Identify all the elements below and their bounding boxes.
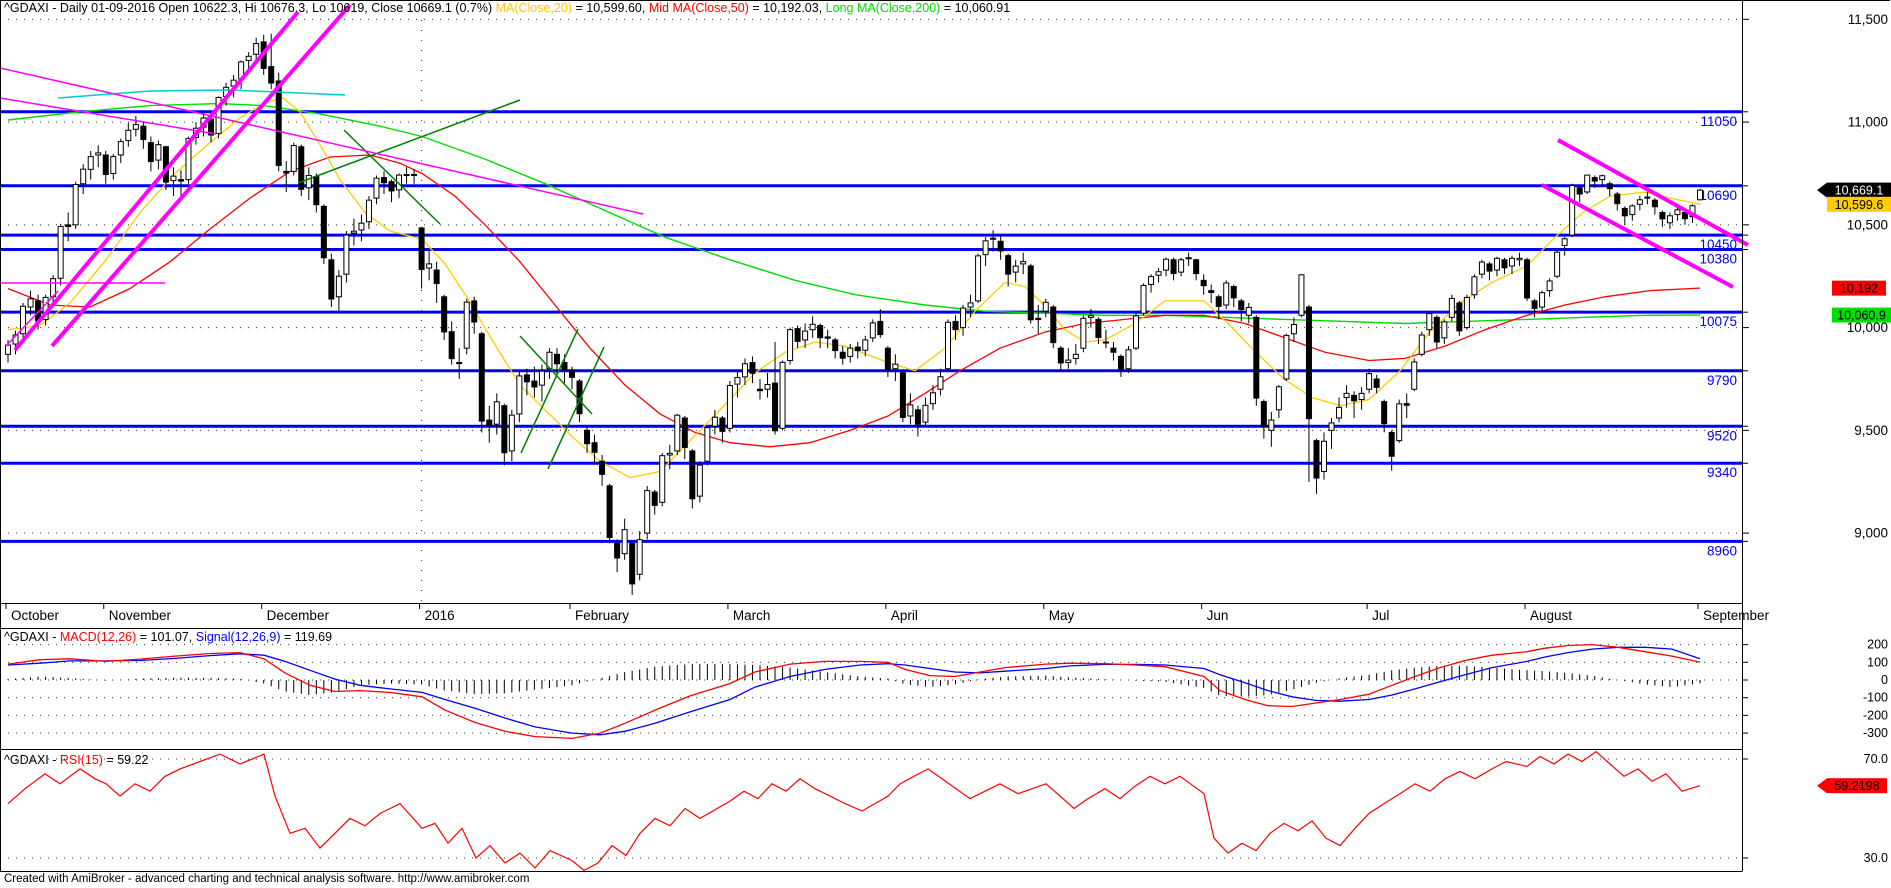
macd-histogram <box>7 664 1701 697</box>
ma200-line <box>7 102 1701 325</box>
rsi-line <box>7 750 1701 872</box>
svg-text:9,000: 9,000 <box>1854 526 1888 541</box>
price-title-segment-4: = 10,192.03, <box>748 1 826 15</box>
svg-text:September: September <box>1703 608 1770 623</box>
svg-text:May: May <box>1049 608 1075 623</box>
trendline-drawings <box>0 3 1749 470</box>
macd-line <box>7 643 1701 740</box>
svg-text:9790: 9790 <box>1707 373 1737 388</box>
svg-text:30.0: 30.0 <box>1864 851 1888 865</box>
macd-title-segment-4: = 119.69 <box>280 630 333 644</box>
svg-text:August: August <box>1530 608 1572 623</box>
candlesticks <box>5 33 1703 595</box>
svg-text:Jul: Jul <box>1372 608 1389 623</box>
svg-text:April: April <box>891 608 918 623</box>
macd-title-segment-0: ^GDAXI - <box>4 630 60 644</box>
svg-text:8960: 8960 <box>1707 543 1737 558</box>
svg-text:November: November <box>109 608 172 623</box>
svg-text:9,500: 9,500 <box>1854 423 1888 438</box>
price-title-segment-0: ^GDAXI - Daily 01-09-2016 Open 10622.3, … <box>4 1 496 15</box>
rsi-panel: 70.0 30.0 <box>0 752 1888 865</box>
svg-text:100: 100 <box>1867 655 1888 669</box>
svg-text:October: October <box>11 608 60 623</box>
macd-signal-line <box>7 646 1701 736</box>
price-value-tags: 10,669.110,599.6 10,192 10,060.9 59.2198 <box>1817 182 1891 794</box>
price-title-segment-5: Long MA(Close,200) <box>825 1 941 15</box>
value-tag-10669.1: 10,669.1 <box>1817 182 1891 198</box>
price-title-segment-1: MA(Close,20) <box>495 1 573 15</box>
rsi-title-segment-1: RSI(15) <box>59 753 103 767</box>
footer-credit: Created with AmiBroker - advanced charti… <box>4 873 530 885</box>
value-tag-59.2198: 59.2198 <box>1817 778 1887 794</box>
price-title-segment-3: Mid MA(Close,50) <box>648 1 749 15</box>
ma20-line <box>7 96 1701 479</box>
rsi-title-segment-0: ^GDAXI - <box>4 753 60 767</box>
svg-text:0: 0 <box>1881 673 1888 687</box>
macd-title-segment-1: MACD(12,26) <box>59 630 137 644</box>
svg-text:10,599.6: 10,599.6 <box>1835 198 1884 212</box>
macd-pane-title: ^GDAXI - MACD(12,26) = 101.07, Signal(12… <box>4 630 332 644</box>
svg-text:February: February <box>575 608 629 623</box>
svg-text:-100: -100 <box>1863 691 1888 705</box>
macd-title-segment-3: Signal(12,26,9) <box>195 630 281 644</box>
svg-text:Jun: Jun <box>1207 608 1229 623</box>
svg-text:10,192: 10,192 <box>1840 282 1878 296</box>
svg-text:10,500: 10,500 <box>1847 217 1888 232</box>
support-resistance-levels: 1105010690104501038010075979095209340896… <box>0 110 1748 558</box>
svg-text:11050: 11050 <box>1700 114 1737 129</box>
rsi-title-segment-2: = 59.22 <box>102 753 149 767</box>
ma50-line <box>7 154 1701 448</box>
svg-text:200: 200 <box>1867 638 1888 652</box>
macd-title-segment-2: = 101.07, <box>136 630 196 644</box>
price-title-segment-2: = 10,599.60, <box>572 1 649 15</box>
price-pane-title: ^GDAXI - Daily 01-09-2016 Open 10622.3, … <box>4 1 1010 15</box>
value-tag-10060.9: 10,060.9 <box>1832 307 1891 323</box>
svg-text:March: March <box>733 608 771 623</box>
svg-text:11,000: 11,000 <box>1848 115 1888 130</box>
price-gridlines: 11,500 11,000 10,500 10,000 9,500 9,000 <box>0 12 1888 541</box>
svg-text:10380: 10380 <box>1699 252 1737 267</box>
macd-panel: 200 100 0 -100 -200 -300 <box>0 638 1888 740</box>
svg-text:10,060.9: 10,060.9 <box>1837 309 1886 323</box>
price-title-segment-6: = 10,060.91 <box>940 1 1011 15</box>
svg-text:11,500: 11,500 <box>1848 12 1888 27</box>
svg-text:10,669.1: 10,669.1 <box>1835 184 1884 198</box>
time-axis: October November December 2016 February March… <box>5 603 1770 623</box>
svg-text:2016: 2016 <box>425 608 455 623</box>
svg-text:-200: -200 <box>1863 708 1888 722</box>
svg-text:10690: 10690 <box>1699 188 1737 203</box>
svg-text:59.2198: 59.2198 <box>1834 779 1879 793</box>
rsi-pane-title: ^GDAXI - RSI(15) = 59.22 <box>4 753 148 767</box>
svg-text:10075: 10075 <box>1699 314 1737 329</box>
svg-text:-300: -300 <box>1863 726 1888 740</box>
svg-text:70.0: 70.0 <box>1864 752 1888 766</box>
svg-text:9520: 9520 <box>1707 428 1737 443</box>
value-tag-10192: 10,192 <box>1832 280 1886 296</box>
svg-text:10,000: 10,000 <box>1847 320 1888 335</box>
value-tag-10599.6: 10,599.6 <box>1827 196 1891 212</box>
svg-text:9340: 9340 <box>1707 465 1737 480</box>
svg-text:December: December <box>267 608 330 623</box>
